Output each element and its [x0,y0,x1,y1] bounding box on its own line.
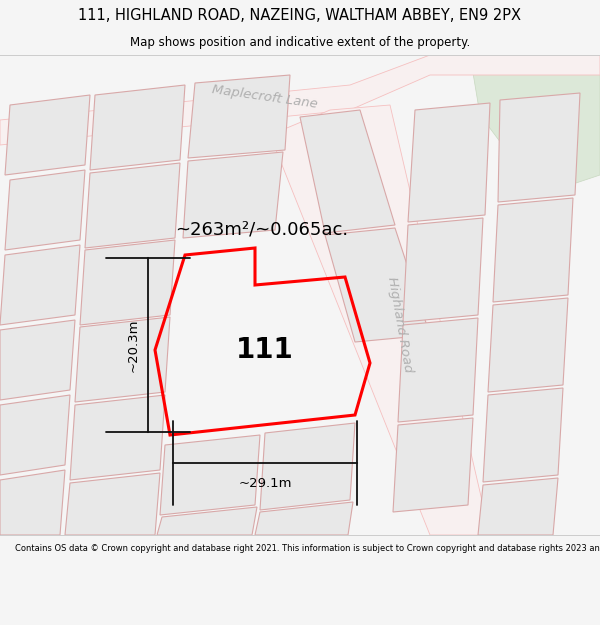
Text: Map shows position and indicative extent of the property.: Map shows position and indicative extent… [130,36,470,49]
Text: Maplecroft Lane: Maplecroft Lane [211,83,319,111]
Text: Highland Road: Highland Road [385,276,415,374]
Polygon shape [483,388,563,482]
Text: 111, HIGHLAND ROAD, NAZEING, WALTHAM ABBEY, EN9 2PX: 111, HIGHLAND ROAD, NAZEING, WALTHAM ABB… [79,8,521,23]
Polygon shape [0,470,65,535]
Polygon shape [403,218,483,322]
Polygon shape [493,198,573,302]
Polygon shape [0,245,80,325]
Polygon shape [478,478,558,535]
Polygon shape [408,103,490,222]
Polygon shape [498,93,580,202]
Polygon shape [70,395,165,480]
Polygon shape [0,320,75,400]
Polygon shape [398,318,478,422]
Polygon shape [260,423,355,510]
Polygon shape [160,435,260,515]
Polygon shape [5,95,90,175]
Text: ~20.3m: ~20.3m [127,318,140,372]
Polygon shape [255,502,353,535]
Text: 111: 111 [236,336,294,364]
Polygon shape [488,298,568,392]
Polygon shape [75,317,170,402]
Polygon shape [300,110,395,233]
Text: Contains OS data © Crown copyright and database right 2021. This information is : Contains OS data © Crown copyright and d… [15,544,600,553]
Polygon shape [5,170,85,250]
Polygon shape [90,85,185,170]
Polygon shape [0,395,70,475]
Polygon shape [85,163,180,248]
Polygon shape [65,473,160,535]
Polygon shape [157,507,257,535]
Polygon shape [325,228,430,342]
Polygon shape [0,55,600,145]
Polygon shape [270,105,490,535]
Polygon shape [470,55,600,195]
Polygon shape [393,418,473,512]
Text: ~29.1m: ~29.1m [238,477,292,490]
Polygon shape [188,75,290,158]
Polygon shape [80,240,175,325]
Text: ~263m²/~0.065ac.: ~263m²/~0.065ac. [175,221,348,239]
Polygon shape [183,152,283,238]
